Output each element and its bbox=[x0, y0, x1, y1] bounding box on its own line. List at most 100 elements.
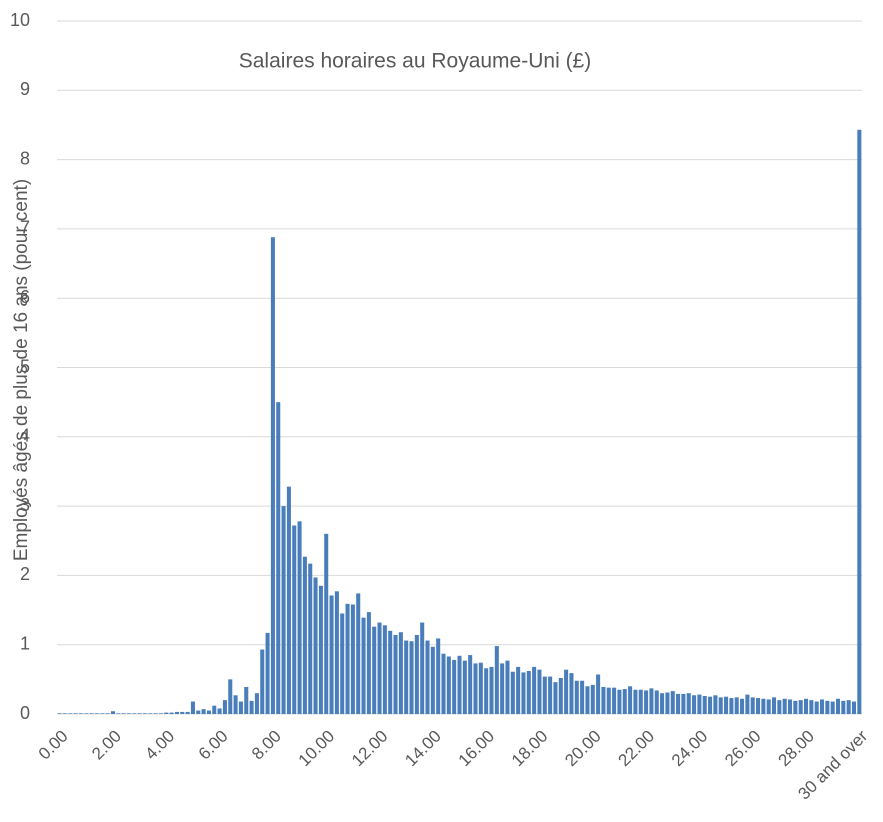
bar bbox=[121, 713, 126, 714]
bar bbox=[142, 713, 147, 714]
x-tick-label: 14.00 bbox=[401, 727, 445, 771]
bar bbox=[521, 672, 526, 714]
bar bbox=[457, 655, 462, 714]
y-tick-label: 6 bbox=[20, 287, 30, 307]
bar bbox=[116, 713, 121, 714]
bar bbox=[835, 698, 841, 714]
bar bbox=[665, 692, 670, 714]
bar bbox=[622, 689, 627, 714]
x-tick-label: 4.00 bbox=[141, 727, 178, 764]
x-tick-label: 24.00 bbox=[668, 727, 712, 771]
bar bbox=[89, 713, 94, 714]
chart-title: Salaires horaires au Royaume-Uni (£) bbox=[239, 50, 591, 73]
bar bbox=[841, 700, 846, 714]
bar bbox=[505, 660, 510, 714]
bar bbox=[169, 712, 174, 714]
bar bbox=[217, 708, 222, 714]
bar bbox=[302, 556, 307, 714]
bar bbox=[628, 686, 633, 714]
bar bbox=[606, 687, 611, 714]
y-tick-label: 1 bbox=[20, 633, 30, 653]
y-axis-label: Employés âgés de plus de 16 ans (pour ce… bbox=[11, 179, 32, 561]
bar bbox=[537, 669, 542, 714]
bar bbox=[382, 625, 387, 714]
bar bbox=[473, 663, 478, 714]
bar bbox=[766, 699, 771, 714]
bar bbox=[254, 693, 259, 714]
bar bbox=[388, 630, 393, 714]
bar bbox=[500, 663, 505, 714]
bar bbox=[265, 632, 270, 714]
bar bbox=[819, 699, 825, 714]
bar bbox=[340, 613, 345, 714]
bar bbox=[281, 506, 286, 714]
bar bbox=[393, 634, 398, 714]
bar bbox=[212, 705, 217, 714]
bar bbox=[686, 693, 691, 714]
bar bbox=[313, 577, 318, 714]
bar bbox=[670, 691, 675, 714]
bar bbox=[702, 695, 707, 714]
bar bbox=[164, 712, 169, 714]
bar bbox=[750, 697, 755, 714]
bar bbox=[851, 701, 857, 714]
bar bbox=[596, 674, 601, 714]
bar bbox=[366, 612, 371, 714]
y-tick-label: 2 bbox=[20, 564, 30, 584]
bar bbox=[612, 687, 617, 714]
bar bbox=[585, 686, 590, 714]
bar bbox=[441, 653, 446, 714]
y-tick-label: 3 bbox=[20, 495, 30, 515]
bar bbox=[788, 699, 793, 714]
x-tick-label: 12.00 bbox=[348, 727, 392, 771]
bar bbox=[292, 525, 297, 714]
bar bbox=[809, 700, 814, 714]
bar bbox=[398, 632, 403, 714]
bar bbox=[825, 700, 830, 714]
bar bbox=[180, 711, 185, 714]
bar bbox=[148, 713, 153, 714]
bar bbox=[57, 713, 62, 714]
bar bbox=[798, 700, 803, 714]
bar bbox=[452, 659, 457, 714]
bar bbox=[153, 713, 158, 714]
bar bbox=[430, 646, 435, 714]
bar bbox=[94, 713, 100, 714]
bar bbox=[708, 696, 713, 714]
bar bbox=[185, 711, 190, 714]
bar bbox=[729, 698, 734, 714]
bar bbox=[692, 695, 697, 714]
bar bbox=[574, 680, 579, 714]
bar bbox=[100, 713, 105, 714]
bar bbox=[644, 690, 649, 714]
x-tick-label: 8.00 bbox=[248, 727, 285, 764]
bar bbox=[580, 680, 585, 714]
bar bbox=[532, 666, 537, 714]
x-tick-label: 28.00 bbox=[775, 727, 819, 771]
bar bbox=[526, 671, 531, 714]
x-tick-label: 16.00 bbox=[455, 727, 499, 771]
bar bbox=[846, 700, 851, 714]
bar bbox=[654, 690, 659, 714]
x-tick-label: 10.00 bbox=[295, 727, 339, 771]
bar bbox=[73, 713, 78, 714]
bar bbox=[78, 713, 84, 714]
x-tick-label: 2.00 bbox=[88, 727, 125, 764]
bar bbox=[222, 700, 227, 714]
y-tick-label: 0 bbox=[20, 703, 30, 723]
x-tick-label: 6.00 bbox=[195, 727, 232, 764]
y-tick-label: 10 bbox=[10, 10, 30, 30]
bar bbox=[196, 710, 201, 714]
bar bbox=[756, 698, 761, 714]
bar bbox=[772, 697, 777, 714]
bar bbox=[633, 689, 638, 714]
bar bbox=[724, 696, 729, 714]
bar bbox=[745, 694, 750, 714]
bar bbox=[660, 693, 665, 714]
bar bbox=[697, 694, 702, 714]
bar bbox=[201, 709, 206, 714]
bar bbox=[132, 713, 137, 714]
bar bbox=[489, 666, 494, 714]
bar bbox=[414, 634, 419, 714]
bar bbox=[126, 713, 131, 714]
